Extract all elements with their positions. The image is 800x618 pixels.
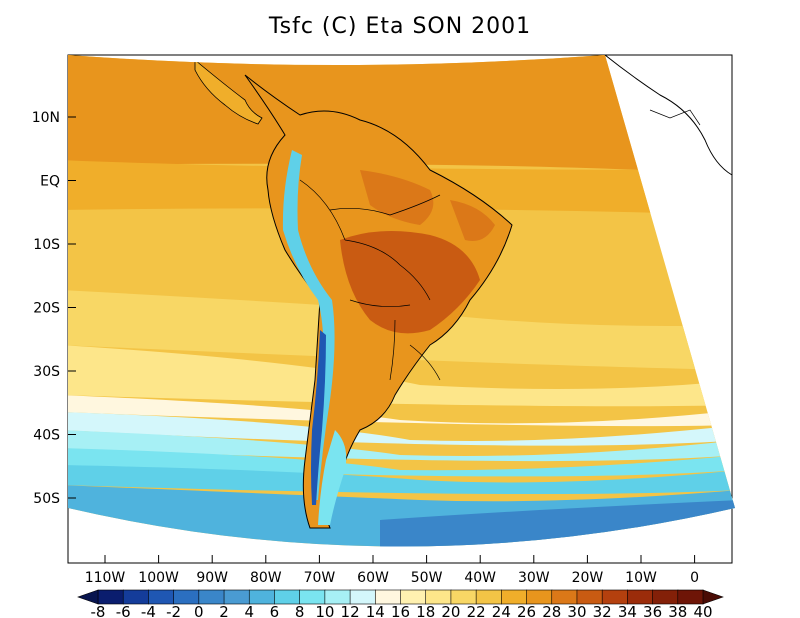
lon-tick-label: 80W [250, 570, 282, 586]
lat-tick-label: 20S [33, 301, 60, 317]
lon-tick-label: 110W [85, 570, 126, 586]
colorbar-min-arrow [77, 589, 99, 605]
colorbar-label: 16 [391, 603, 410, 618]
colorbar-swatch [501, 589, 528, 605]
colorbar-swatch [551, 589, 578, 605]
colorbar-swatch [299, 589, 326, 605]
country-borders [299, 179, 441, 381]
colorbar-label: 14 [366, 603, 385, 618]
colorbar-swatch [526, 589, 553, 605]
colorbar-label: 30 [567, 603, 586, 618]
lon-tick-label: 30W [518, 570, 550, 586]
colorbar-swatch [576, 589, 603, 605]
colorbar-label: -2 [166, 603, 181, 618]
colorbar-label: 40 [693, 603, 712, 618]
colorbar-swatch [677, 589, 704, 605]
latitude-axis: 10N EQ 10S 20S 30S 40S 50S [32, 110, 76, 507]
colorbar-label: 28 [542, 603, 561, 618]
lat-tick-label: 10S [33, 237, 60, 253]
africa-coastline [604, 54, 733, 176]
colorbar-swatch [349, 589, 376, 605]
colorbar-label: -6 [116, 603, 131, 618]
colorbar-label: 0 [194, 603, 204, 618]
colorbar-swatch [324, 589, 351, 605]
colorbar-max-arrow [702, 589, 724, 605]
colorbar-swatch [475, 589, 502, 605]
colorbar-label: 26 [517, 603, 536, 618]
colorbar-swatch [198, 589, 225, 605]
colorbar-swatch [97, 589, 124, 605]
longitude-axis: 110W 100W 90W 80W 70W 60W 50W 40W 30W 20W 10W 0 [85, 555, 699, 586]
colorbar-swatch [400, 589, 427, 605]
colorbar-swatch [374, 589, 402, 605]
colorbar-label: 8 [295, 603, 305, 618]
colorbar-swatch [450, 589, 477, 605]
lat-tick-label: 40S [33, 428, 60, 444]
colorbar-label: 24 [492, 603, 511, 618]
colorbar-label: 32 [593, 603, 612, 618]
lat-tick-label: 30S [33, 364, 60, 380]
colorbar-label: 10 [315, 603, 334, 618]
colorbar-swatch [627, 589, 654, 605]
colorbar-label: 6 [270, 603, 280, 618]
colorbar-swatch [652, 589, 679, 605]
lon-tick-label: 50W [411, 570, 443, 586]
colorbar-label: 34 [618, 603, 637, 618]
colorbar-label: 18 [416, 603, 435, 618]
lon-tick-label: 90W [196, 570, 228, 586]
lon-tick-label: 20W [572, 570, 604, 586]
colorbar-swatch [223, 589, 250, 605]
colorbar-swatch [425, 589, 452, 605]
colorbar-label: -4 [141, 603, 156, 618]
colorbar-label: 2 [219, 603, 229, 618]
lat-tick-label: 10N [32, 110, 60, 126]
colorbar-swatch [173, 589, 200, 605]
colorbar-swatch [274, 589, 301, 605]
lon-tick-label: 10W [625, 570, 657, 586]
colorbar-label: 4 [244, 603, 254, 618]
plot-title: Tsfc (C) Eta SON 2001 [268, 14, 532, 39]
colorbar-label: 36 [643, 603, 662, 618]
lon-tick-label: 40W [464, 570, 496, 586]
colorbar-label: 38 [668, 603, 687, 618]
colorbar-swatch [148, 589, 175, 605]
colorbar-label: 22 [467, 603, 486, 618]
colorbar: -8 -6 -4 -2 0 2 4 6 8 10 12 14 16 18 20 22 24 26 28 30 32 34 3… [77, 589, 724, 618]
lat-tick-label: EQ [40, 174, 60, 190]
colorbar-swatch [601, 589, 628, 605]
lon-tick-label: 100W [138, 570, 179, 586]
lon-tick-label: 70W [304, 570, 336, 586]
colorbar-label: 20 [441, 603, 460, 618]
colorbar-swatch [248, 589, 276, 605]
lon-tick-label: 0 [690, 570, 699, 586]
lon-tick-label: 60W [357, 570, 389, 586]
lat-tick-label: 50S [33, 491, 60, 507]
colorbar-label: 12 [341, 603, 360, 618]
colorbar-label: -8 [91, 603, 106, 618]
colorbar-swatch [122, 589, 150, 605]
